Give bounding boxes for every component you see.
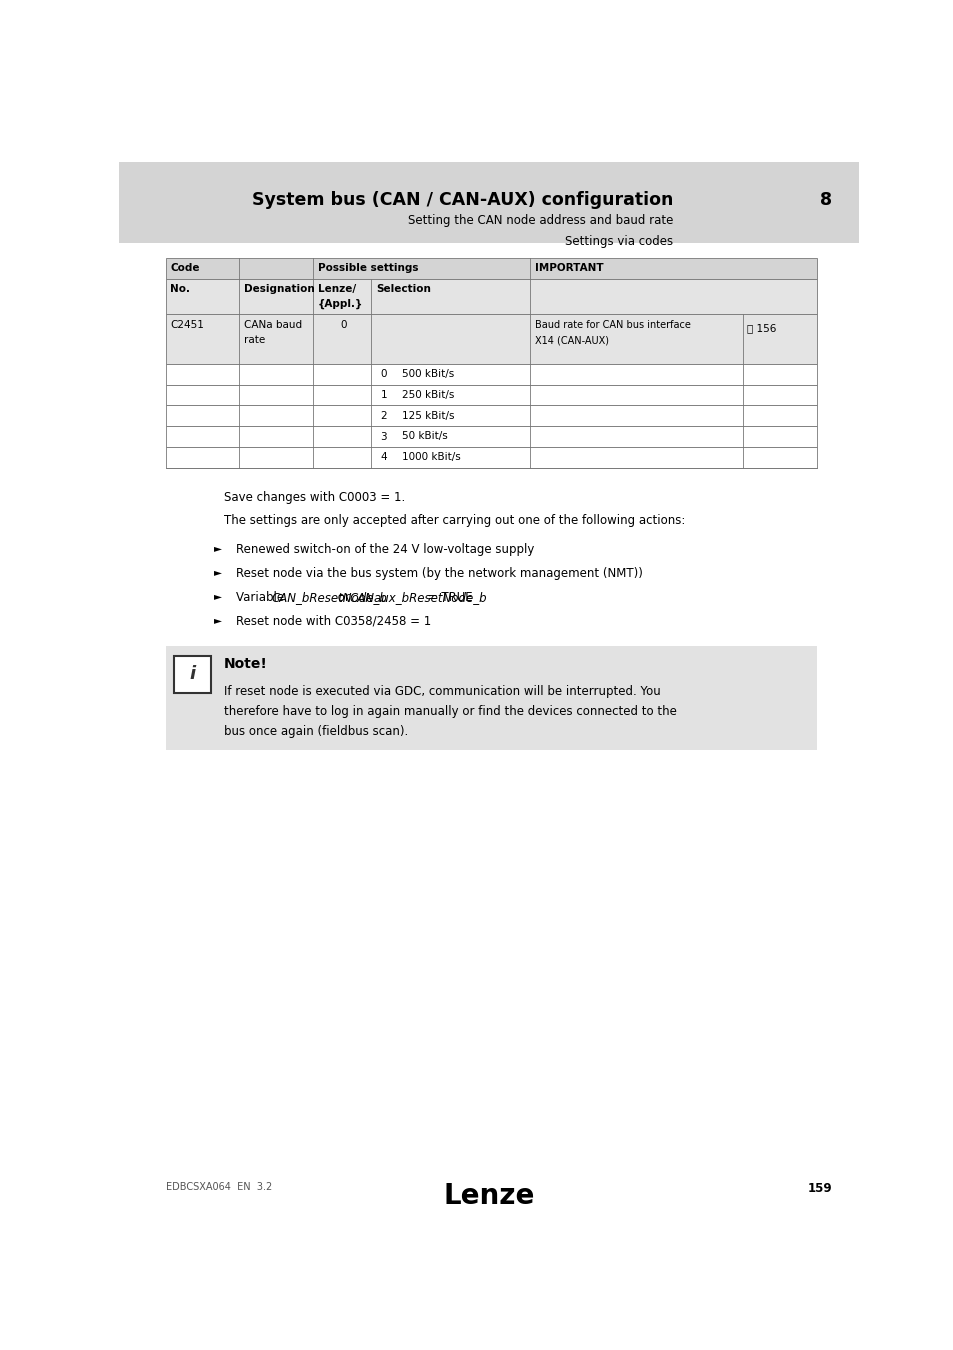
Text: Variable: Variable (235, 591, 287, 603)
Bar (119, 162, 858, 243)
Text: 2: 2 (380, 410, 387, 421)
Text: 1000 kBit/s: 1000 kBit/s (402, 452, 460, 462)
Text: i: i (189, 666, 195, 683)
Text: Reset node via the bus system (by the network management (NMT)): Reset node via the bus system (by the ne… (235, 567, 641, 580)
Text: CAN_bResetNode_b: CAN_bResetNode_b (272, 591, 387, 603)
Text: = TRUE: = TRUE (423, 591, 472, 603)
Text: The settings are only accepted after carrying out one of the following actions:: The settings are only accepted after car… (224, 514, 684, 526)
Text: Note!: Note! (224, 657, 268, 671)
Text: 0: 0 (340, 320, 347, 329)
Text: 159: 159 (807, 1183, 831, 1195)
Bar (166, 405, 816, 427)
Text: ►: ► (213, 543, 221, 554)
Text: No.: No. (171, 285, 191, 294)
Bar (166, 313, 816, 363)
Text: X14 (CAN-AUX): X14 (CAN-AUX) (535, 335, 609, 346)
Text: 1: 1 (380, 390, 387, 400)
Bar (166, 258, 816, 279)
Text: CANaux_bResetNode_b: CANaux_bResetNode_b (350, 591, 487, 603)
Text: Settings via codes: Settings via codes (565, 235, 673, 248)
Bar (166, 363, 816, 385)
Text: CANa baud: CANa baud (244, 320, 302, 329)
Text: Possible settings: Possible settings (318, 263, 418, 273)
Text: Save changes with C0003 = 1.: Save changes with C0003 = 1. (224, 491, 405, 504)
Bar (173, 656, 211, 693)
Bar (166, 427, 816, 447)
Text: 3: 3 (380, 432, 387, 441)
Text: Lenze/: Lenze/ (317, 285, 355, 294)
Text: Selection: Selection (375, 285, 430, 294)
Text: 500 kBit/s: 500 kBit/s (402, 369, 454, 379)
Text: ►: ► (213, 567, 221, 576)
Text: 0: 0 (380, 369, 387, 379)
Text: Renewed switch-on of the 24 V low-voltage supply: Renewed switch-on of the 24 V low-voltag… (235, 543, 534, 556)
Text: ►: ► (213, 591, 221, 601)
Text: 250 kBit/s: 250 kBit/s (402, 390, 454, 400)
Text: ⎘ 156: ⎘ 156 (746, 323, 776, 333)
Text: {Appl.}: {Appl.} (317, 298, 363, 309)
Text: or: or (334, 591, 353, 603)
Text: IMPORTANT: IMPORTANT (535, 263, 603, 273)
Text: therefore have to log in again manually or find the devices connected to the: therefore have to log in again manually … (224, 705, 676, 718)
Text: Baud rate for CAN bus interface: Baud rate for CAN bus interface (535, 320, 691, 329)
Text: 4: 4 (380, 452, 387, 462)
Text: C2451: C2451 (171, 320, 204, 329)
Text: Designation: Designation (244, 285, 314, 294)
Text: Reset node with C0358/2458 = 1: Reset node with C0358/2458 = 1 (235, 614, 431, 628)
Text: 8: 8 (820, 192, 831, 209)
Text: 50 kBit/s: 50 kBit/s (402, 432, 447, 441)
Text: bus once again (fieldbus scan).: bus once again (fieldbus scan). (224, 725, 408, 738)
Text: System bus (CAN / CAN-AUX) configuration: System bus (CAN / CAN-AUX) configuration (252, 192, 673, 209)
Bar (166, 647, 816, 751)
Text: EDBCSXA064  EN  3.2: EDBCSXA064 EN 3.2 (166, 1183, 272, 1192)
Bar (166, 385, 816, 405)
Text: ►: ► (213, 614, 221, 625)
Text: Code: Code (171, 263, 200, 273)
Bar (166, 447, 816, 467)
Text: rate: rate (244, 335, 265, 346)
Text: Setting the CAN node address and baud rate: Setting the CAN node address and baud ra… (408, 215, 673, 227)
Text: Lenze: Lenze (443, 1183, 534, 1210)
Text: 125 kBit/s: 125 kBit/s (402, 410, 455, 421)
Bar (166, 279, 816, 313)
Text: If reset node is executed via GDC, communication will be interrupted. You: If reset node is executed via GDC, commu… (224, 684, 659, 698)
